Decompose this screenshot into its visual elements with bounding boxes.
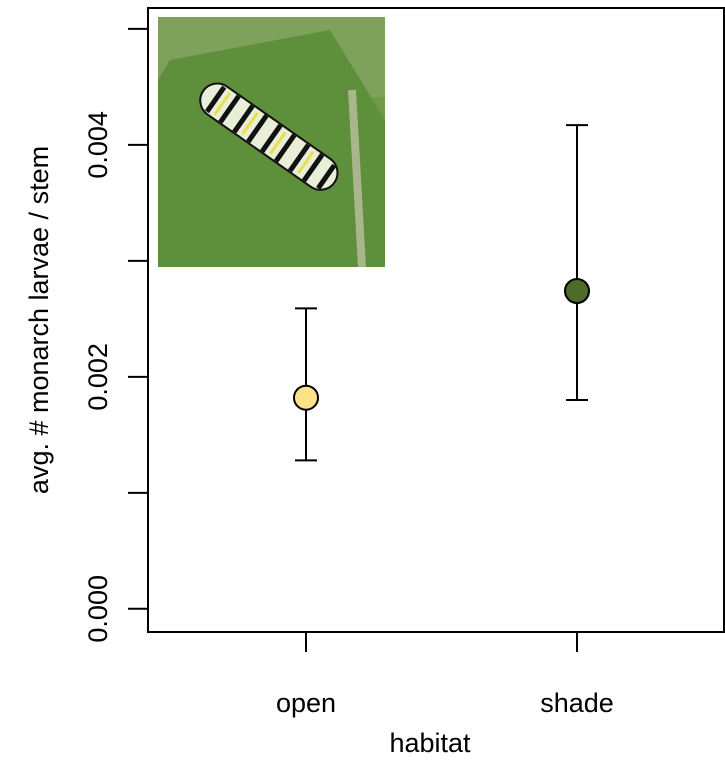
- x-tick-label: open: [276, 688, 336, 718]
- y-tick-label: 0.004: [83, 111, 113, 179]
- y-axis-label: avg. # monarch larvae / stem: [24, 146, 54, 494]
- y-tick-label: 0.002: [83, 343, 113, 411]
- y-tick-label: 0.000: [83, 575, 113, 643]
- x-tick-label: shade: [540, 688, 614, 718]
- point: [293, 384, 319, 411]
- caterpillar-photo: [158, 17, 385, 268]
- plot-box: [147, 7, 725, 633]
- point: [564, 278, 590, 305]
- x-axis-label: habitat: [389, 728, 471, 758]
